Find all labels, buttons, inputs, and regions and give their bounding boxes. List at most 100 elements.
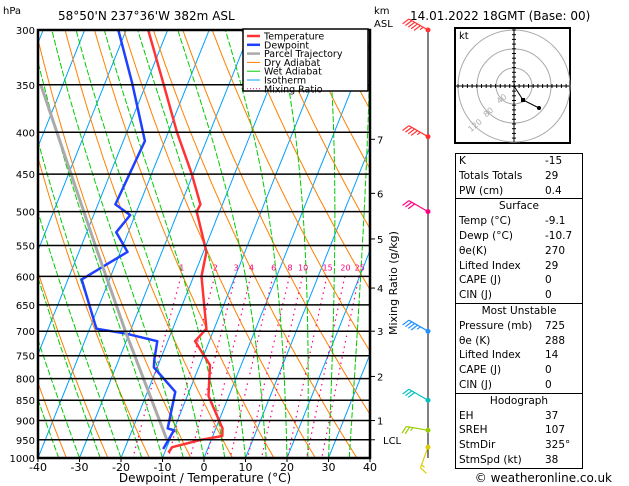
dry-adiabat-line (38, 381, 67, 458)
wind-barb-flag (402, 18, 410, 25)
surface-section: Surface Temp (°C) -9.1 Dewp (°C) -10.7 θe(K) 2… (455, 199, 583, 304)
wind-barb-flag (401, 426, 407, 434)
section-title: Hodograph (489, 394, 549, 407)
stat-value: 107 (545, 424, 566, 437)
wet-adiabat-line (38, 337, 80, 458)
x-tick-label: 0 (201, 461, 208, 474)
dry-adiabat-line (211, 30, 370, 353)
mixing-ratio-label: 8 (288, 263, 293, 272)
pressure-tick-label: 1000 (10, 454, 35, 465)
legend-label: Dewpoint (264, 40, 309, 51)
wind-barb-flag (416, 131, 421, 136)
km-tick-label: 7 (377, 135, 383, 146)
wind-barb-flag (419, 26, 424, 31)
dry-adiabat-line (270, 30, 370, 230)
wind-barbs (401, 18, 431, 474)
wind-barb-flag (402, 200, 410, 206)
stat-row: EH 37 (456, 409, 582, 424)
wind-barb-flag (410, 23, 418, 30)
km-label: km (374, 6, 390, 17)
wet-adiabat-line (348, 30, 370, 458)
mixing-ratio-label: 10 (298, 263, 308, 272)
wind-barb-flag (410, 130, 418, 136)
stat-value: 0 (545, 289, 552, 302)
stat-label: K (459, 155, 466, 167)
km-tick-label: 1 (377, 417, 383, 428)
x-tick-label: 20 (280, 461, 294, 474)
stat-label: EH (459, 409, 474, 422)
wind-barb-flag (407, 203, 416, 210)
mixing-ratio-label: 4 (249, 263, 254, 272)
pressure-tick-label: 550 (16, 241, 35, 252)
wind-barb-flag (402, 125, 410, 131)
stats-table: K -15 Totals Totals 29 PW (cm) 0.4 Surface Tem… (455, 153, 583, 469)
mixing-ratio-label: 20 (340, 263, 350, 272)
dry-adiabat-line (299, 30, 370, 170)
legend-label: Isotherm (264, 76, 306, 87)
pressure-tick-label: 400 (16, 128, 35, 139)
stat-value: 14 (545, 349, 559, 362)
mixing-ratio-line (229, 276, 274, 458)
isotherm-line (38, 30, 127, 252)
profiles (39, 30, 224, 454)
asl-label: ASL (374, 19, 393, 30)
mixing-ratio-line (189, 276, 236, 458)
wet-adiabat-line (51, 30, 184, 458)
stat-value: 288 (545, 334, 566, 347)
x-tick-label: 10 (239, 461, 253, 474)
wind-barb-flag (410, 427, 414, 432)
stat-row: PW (cm) 0.4 (456, 184, 582, 199)
stat-label: StmDir (459, 439, 496, 452)
stat-value: 37 (545, 409, 559, 422)
stat-label: CAPE (J) (459, 274, 502, 287)
wind-barb-flag (420, 467, 427, 474)
location-title: 58°50'N 237°36'W 382m ASL (58, 9, 235, 23)
stat-label: CIN (J) (459, 378, 492, 391)
wind-barb-dot (425, 209, 431, 215)
pressure-tick-label: 450 (16, 170, 35, 181)
legend-label: Wet Adiabat (264, 67, 322, 78)
wind-barb-flag (421, 464, 425, 468)
isotherm-line (0, 30, 2, 458)
wind-barb-flag (404, 426, 411, 435)
hodograph-unit: kt (459, 31, 469, 42)
hodograph-stats-section: Hodograph EH 37 SREH 107 StmDir 325° StmSpd (kt… (455, 393, 583, 469)
stat-value: 0 (545, 378, 552, 391)
stat-row: Totals Totals 29 (456, 169, 582, 184)
stat-label: SREH (459, 424, 488, 437)
pressure-tick-label: 800 (16, 375, 35, 386)
stat-value: 0 (545, 364, 552, 377)
stat-row: StmDir 325° (456, 438, 582, 453)
pressure-tick-label: 650 (16, 301, 35, 312)
pressure-tick-label: 850 (16, 396, 35, 407)
isotherm-line (328, 352, 370, 458)
stat-value: 0 (545, 274, 552, 287)
indices-section: K -15 Totals Totals 29 PW (cm) 0.4 (455, 153, 583, 200)
stat-label: θe (K) (459, 334, 491, 347)
km-tick-label: 3 (377, 327, 383, 338)
stat-label: Temp (°C) (459, 215, 512, 228)
legend-label: Dry Adiabat (264, 58, 321, 69)
x-axis-label: Dewpoint / Temperature (°C) (119, 471, 291, 485)
wind-barb-staff (408, 125, 429, 138)
datetime-title: 14.01.2022 18GMT (Base: 00) (410, 9, 590, 23)
wind-barb-staff (419, 446, 429, 469)
wind-barb-flag (405, 20, 413, 26)
stat-value: 0.4 (545, 184, 562, 197)
stat-row: θe(K) 270 (456, 244, 582, 259)
wind-barb-flag (402, 388, 410, 395)
wind-barb-dot (425, 27, 431, 33)
storm-motion-marker (521, 98, 525, 102)
wet-adiabat-line (177, 30, 267, 458)
mixing-ratio-label: 25 (355, 263, 365, 272)
mixing-ratio-label: 6 (271, 263, 276, 272)
plot-frame (36, 28, 372, 460)
hodograph-point (537, 106, 541, 110)
stat-value: -10.7 (545, 229, 573, 242)
stat-row: CIN (J) 0 (456, 288, 582, 303)
pressure-tick-label: 600 (16, 272, 35, 283)
dewpoint-line (80, 30, 177, 450)
parcel-trajectory-line (39, 84, 169, 441)
wind-barb-flag (402, 319, 410, 326)
